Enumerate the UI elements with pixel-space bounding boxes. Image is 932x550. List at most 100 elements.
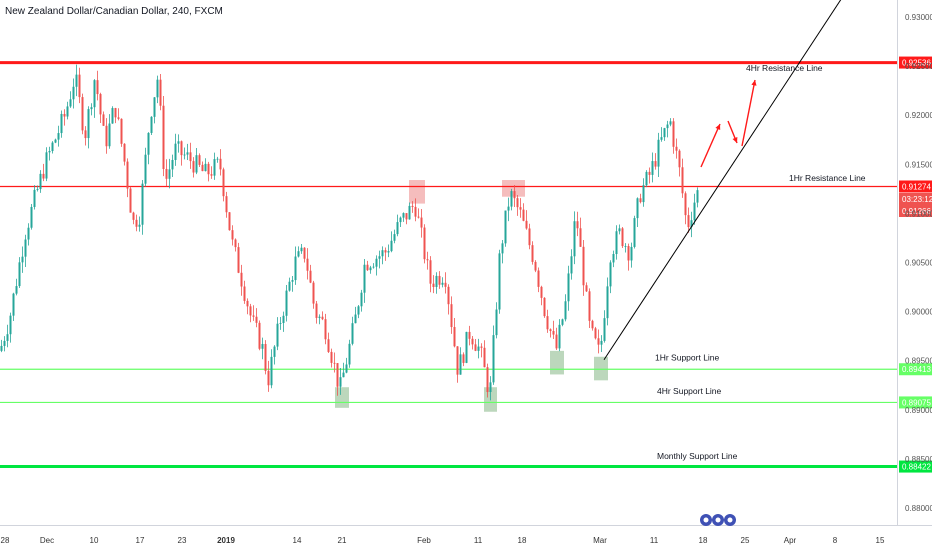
candle-up (75, 74, 78, 87)
candle-up (36, 189, 39, 190)
annotations-layer: 4Hr Resistance Line 1Hr Resistance Line 1H… (655, 63, 866, 461)
candle-down (123, 143, 126, 162)
candle-down (675, 146, 678, 151)
candle-down (309, 270, 312, 283)
candle-up (666, 124, 669, 129)
candle-down (249, 306, 252, 316)
candle-down (81, 97, 84, 131)
candle-up (342, 372, 345, 378)
price-label-badge (899, 460, 932, 473)
candle-down (555, 334, 558, 349)
candle-down (486, 367, 489, 393)
candle-down (219, 158, 222, 170)
candle-up (51, 142, 54, 152)
candle-up (216, 158, 219, 160)
x-tick-label: 18 (699, 536, 708, 545)
x-tick-label: 2019 (217, 536, 235, 545)
price-badge (899, 205, 932, 217)
candle-down (165, 168, 168, 179)
candle-up (609, 262, 612, 287)
candle-up (6, 334, 9, 341)
candle-up (45, 152, 48, 179)
price-label-text: 0.92536 (902, 59, 931, 68)
candle-down (594, 328, 597, 339)
candle-down (192, 161, 195, 173)
candle-up (690, 220, 693, 228)
x-tick-label: 11 (474, 536, 483, 545)
candle-up (693, 202, 696, 221)
candle-up (300, 247, 303, 252)
candle-down (447, 286, 450, 305)
candle-down (552, 331, 555, 335)
candle-down (549, 329, 552, 332)
candle-down (258, 322, 261, 349)
y-tick-label: 0.88000 (905, 504, 932, 513)
candle-up (177, 141, 180, 144)
candle-up (492, 335, 495, 383)
zones-layer (335, 180, 608, 412)
y-tick-label: 0.88500 (905, 455, 932, 464)
candle-down (591, 320, 594, 329)
candle-up (495, 309, 498, 336)
candle-up (318, 316, 321, 318)
candle-down (537, 270, 540, 287)
candle-down (237, 247, 240, 273)
candle-up (669, 121, 672, 125)
candle-up (15, 286, 18, 294)
y-tick-label: 0.90500 (905, 259, 932, 268)
candle-up (93, 80, 96, 108)
candle-down (429, 260, 432, 284)
candle-up (354, 314, 357, 324)
candle-up (168, 169, 171, 179)
candle-down (222, 169, 225, 197)
candle-down (210, 174, 213, 176)
candle-down (198, 155, 201, 165)
tradingview-logo-icon[interactable] (700, 514, 736, 526)
candle-down (576, 221, 579, 229)
candle-down (684, 193, 687, 216)
candle-up (282, 315, 285, 324)
candle-up (0, 345, 3, 351)
candle-down (327, 339, 330, 352)
candle-up (651, 161, 654, 175)
candle-down (525, 220, 528, 229)
candle-down (522, 209, 525, 221)
candle-up (501, 243, 504, 254)
candle-down (426, 259, 429, 261)
x-tick-label: Dec (40, 536, 54, 545)
candle-up (270, 356, 273, 386)
candle-down (540, 286, 543, 298)
candle-down (114, 108, 117, 118)
candle-down (321, 316, 324, 320)
support-zone-box (594, 356, 608, 381)
candle-down (546, 316, 549, 330)
candle-down (96, 80, 99, 95)
chart-title: New Zealand Dollar/Canadian Dollar, 240,… (5, 6, 223, 17)
candle-up (600, 340, 603, 345)
y-tick-label: 0.89000 (905, 406, 932, 415)
price-label-badge (899, 363, 932, 376)
candle-up (567, 273, 570, 302)
candle-down (579, 228, 582, 247)
candle-up (87, 109, 90, 139)
time-axis[interactable]: 28 Dec 10 17 23 2019 14 21 Feb 11 18 Mar 11 18 25 Apr 8 1… (1, 536, 885, 545)
candle-down (330, 351, 333, 363)
candle-down (444, 282, 447, 287)
candle-up (27, 227, 30, 240)
candles-layer (0, 64, 699, 401)
price-axis[interactable]: 0.93000 0.92500 0.92000 0.91500 0.91000 0.905… (905, 13, 932, 513)
candle-up (33, 189, 36, 207)
resistance-zone-box (502, 180, 525, 197)
price-badge-text: 03:23:12 (902, 195, 932, 204)
candle-up (291, 280, 294, 282)
candle-down (417, 216, 420, 218)
candle-down (228, 212, 231, 231)
candle-down (654, 161, 657, 167)
candle-up (204, 163, 207, 172)
candle-down (126, 161, 129, 189)
candle-down (246, 300, 249, 307)
trendline[interactable] (603, 0, 852, 360)
candle-up (69, 99, 72, 107)
candle-up (108, 123, 111, 147)
